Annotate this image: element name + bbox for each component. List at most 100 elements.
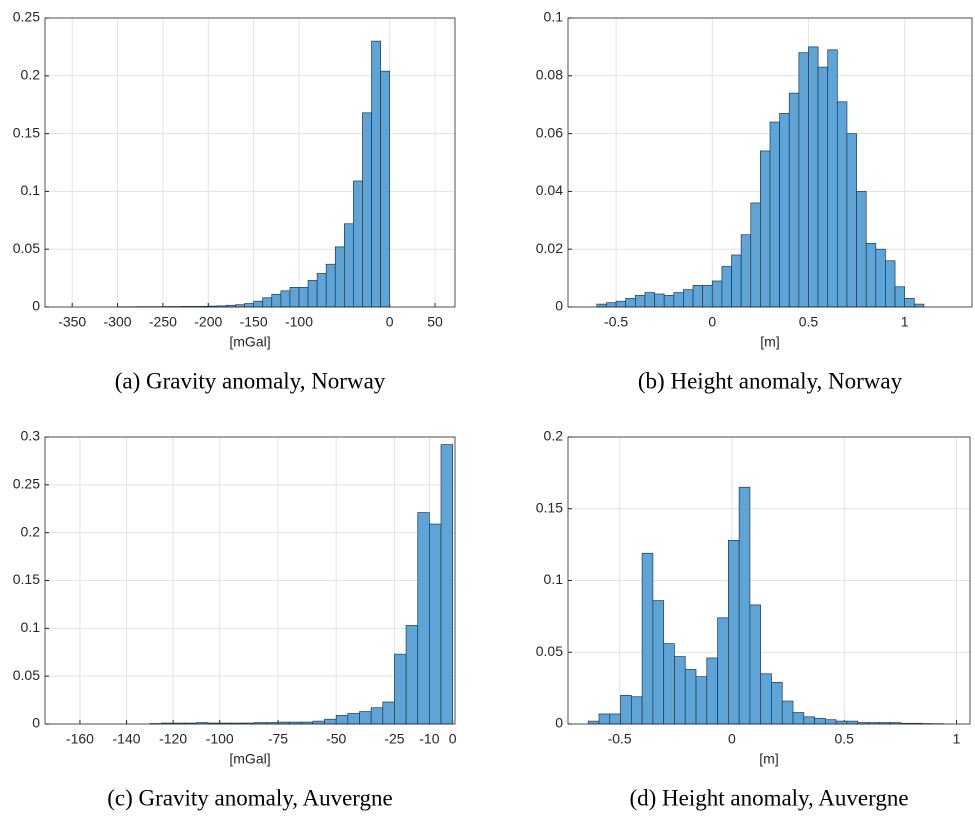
bar	[371, 40, 381, 308]
bar	[836, 101, 848, 308]
bar	[808, 46, 819, 308]
x-tick-label: -250	[149, 314, 177, 330]
bar	[587, 720, 600, 725]
bar	[683, 289, 694, 308]
bar	[429, 523, 442, 725]
axes-box	[44, 17, 456, 308]
bar	[825, 719, 837, 725]
bar	[750, 202, 761, 308]
x-tick-label: 0	[708, 314, 716, 330]
bar	[271, 293, 282, 308]
x-tick-label: -75	[268, 731, 288, 747]
x-tick-label: 0.5	[835, 731, 855, 747]
bar	[894, 286, 906, 308]
bar	[875, 248, 886, 308]
axes-box	[567, 436, 971, 725]
bar	[779, 113, 790, 308]
x-axis-label: [m]	[760, 334, 779, 350]
bar	[343, 223, 354, 308]
caption: (c) Gravity anomaly, Auvergne	[107, 785, 393, 810]
bar	[641, 552, 654, 725]
bar	[417, 512, 430, 725]
bar	[803, 716, 815, 725]
x-tick-label: 1	[953, 731, 961, 747]
bar	[353, 180, 363, 308]
bar	[380, 70, 391, 308]
caption: (a) Gravity anomaly, Norway	[115, 368, 386, 393]
y-tick-label: 0.05	[13, 667, 40, 683]
axes-box	[44, 436, 456, 725]
y-tick-label: 0.3	[21, 428, 41, 444]
y-tick-label: 0.02	[536, 240, 563, 256]
bar	[307, 280, 318, 308]
bar	[625, 297, 636, 308]
y-tick-label: 0.2	[21, 67, 41, 83]
x-tick-label: 0	[449, 731, 457, 747]
bar	[731, 254, 742, 308]
bar	[634, 295, 646, 308]
y-tick-label: 0.05	[13, 240, 40, 256]
bar	[674, 656, 686, 725]
x-tick-label: -10	[419, 731, 439, 747]
bar	[684, 669, 697, 725]
x-tick-label: 0	[386, 314, 394, 330]
bar	[262, 297, 273, 308]
bar	[717, 617, 729, 725]
y-tick-label: 0.04	[536, 182, 563, 198]
bar	[760, 673, 772, 725]
bar	[788, 92, 800, 308]
bar	[440, 444, 454, 725]
bar	[298, 286, 309, 308]
bar	[405, 625, 419, 725]
bar	[740, 234, 752, 308]
bar	[382, 701, 395, 725]
bar	[792, 712, 805, 725]
x-tick-label: -50	[326, 731, 346, 747]
x-tick-label: -150	[240, 314, 268, 330]
caption: (b) Height anomaly, Norway	[638, 368, 903, 393]
y-tick-label: 0.1	[544, 571, 564, 587]
bar	[702, 284, 713, 308]
histogram-panel: -160 -140 -120 -100 -75 -50 -25 -10 000.050.10.1…	[13, 428, 457, 811]
y-tick-label: 0.15	[13, 124, 40, 140]
x-tick-label: -300	[104, 314, 132, 330]
bar	[596, 303, 607, 308]
y-tick-label: 0.15	[13, 571, 40, 587]
bar	[620, 694, 632, 725]
bar	[609, 713, 621, 725]
bar	[721, 266, 732, 308]
bar	[711, 280, 723, 308]
bar	[769, 121, 780, 308]
y-tick-label: 0.1	[544, 9, 564, 25]
bar	[749, 604, 762, 725]
histogram-panel: -350 -300 -250 -200 -150 -100 0 50 0 0.05 0.1 0.15 0…	[13, 9, 456, 393]
bar	[394, 653, 407, 725]
bar	[615, 300, 627, 308]
bar	[606, 302, 617, 308]
y-tick-label: 0.1	[21, 182, 41, 198]
x-tick-label: -100	[285, 314, 313, 330]
x-tick-label: -25	[384, 731, 404, 747]
x-tick-label: -350	[58, 314, 86, 330]
y-tick-label: 0	[555, 298, 563, 314]
x-tick-label: -0.5	[608, 731, 632, 747]
bar	[654, 293, 665, 308]
axes-box	[567, 17, 973, 308]
y-tick-label: 0.25	[13, 9, 40, 25]
bar	[370, 707, 384, 725]
bar	[334, 246, 345, 308]
bar	[846, 720, 859, 725]
bar	[781, 700, 794, 725]
bar	[728, 539, 740, 725]
caption: (d) Height anomaly, Auvergne	[629, 785, 908, 810]
bar	[835, 720, 848, 725]
bar	[673, 292, 684, 308]
bar	[644, 292, 655, 308]
bar	[856, 191, 867, 308]
bar	[827, 49, 838, 308]
bar	[253, 300, 264, 308]
x-tick-label: -200	[194, 314, 222, 330]
y-tick-label: 0.1	[21, 619, 41, 635]
bar	[630, 696, 643, 725]
bar	[885, 260, 896, 308]
